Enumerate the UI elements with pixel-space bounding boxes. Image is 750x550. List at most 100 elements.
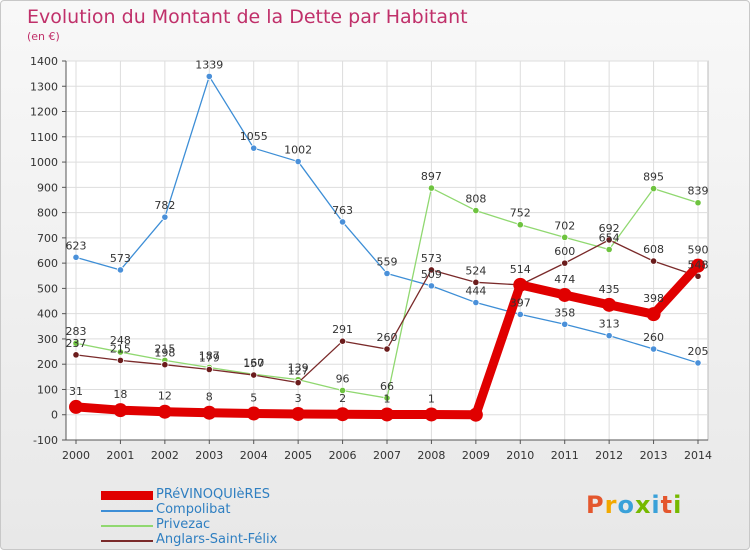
data-label-previnoquieres: 12	[158, 390, 172, 403]
data-label-anglars-saint-felix: 600	[554, 245, 575, 258]
x-tick-label: 2007	[373, 449, 401, 462]
data-label-anglars-saint-felix: 127	[288, 365, 309, 378]
data-label-anglars-saint-felix: 260	[377, 331, 398, 344]
data-point-previnoquieres	[691, 258, 705, 273]
logo-letter: P	[586, 491, 605, 519]
data-point-previnoquieres	[157, 404, 172, 419]
data-label-compolibat: 763	[332, 204, 353, 217]
legend-label-compolibat: Compolibat	[156, 502, 231, 517]
chart-unit: (en €)	[27, 30, 60, 43]
data-point-privezac	[694, 199, 702, 207]
x-tick-label: 2000	[62, 449, 90, 462]
data-label-previnoquieres: 1	[384, 392, 391, 405]
x-tick-label: 2010	[506, 449, 534, 462]
y-tick-label: -100	[33, 434, 58, 447]
data-label-compolibat: 397	[510, 296, 531, 309]
y-tick-label: 1100	[30, 131, 58, 144]
data-point-compolibat	[72, 253, 80, 261]
data-label-privezac: 654	[599, 231, 620, 244]
x-tick-label: 2001	[106, 449, 134, 462]
data-point-anglars-saint-felix	[472, 278, 480, 286]
data-label-previnoquieres: 3	[295, 392, 302, 405]
data-point-anglars-saint-felix	[116, 356, 125, 365]
data-label-compolibat: 1339	[195, 58, 223, 71]
data-label-privezac: 808	[465, 193, 486, 206]
y-tick-label: 1200	[30, 106, 58, 119]
data-label-compolibat: 509	[421, 268, 442, 281]
data-point-compolibat	[383, 269, 391, 278]
data-point-anglars-saint-felix	[72, 351, 80, 359]
logo-letter: r	[604, 491, 618, 519]
data-point-anglars-saint-felix	[338, 337, 347, 345]
data-label-previnoquieres: 398	[643, 292, 664, 305]
data-point-privezac	[561, 233, 569, 241]
data-point-compolibat	[605, 332, 613, 340]
data-point-previnoquieres	[380, 407, 394, 422]
data-label-compolibat: 444	[465, 285, 486, 298]
data-point-compolibat	[116, 266, 125, 274]
data-point-previnoquieres	[113, 403, 128, 418]
y-tick-label: 0	[51, 409, 58, 422]
x-tick-label: 2009	[462, 449, 490, 462]
data-point-privezac	[72, 339, 80, 347]
legend-swatch-anglars-saint-felix	[101, 540, 153, 542]
data-point-anglars-saint-felix	[383, 345, 391, 353]
data-label-previnoquieres: 1	[428, 392, 435, 405]
x-tick-label: 2003	[195, 449, 223, 462]
y-tick-label: 800	[37, 207, 58, 220]
y-tick-label: 1300	[30, 80, 58, 93]
data-label-privezac: 96	[336, 372, 350, 385]
data-label-compolibat: 313	[599, 318, 620, 331]
data-label-privezac: 139	[288, 362, 309, 375]
data-label-anglars-saint-felix: 291	[332, 323, 353, 336]
data-point-anglars-saint-felix	[694, 272, 702, 280]
proxiti-logo: Proxiti	[586, 491, 682, 519]
x-tick-label: 2008	[417, 449, 445, 462]
data-label-anglars-saint-felix: 179	[199, 352, 220, 365]
data-label-previnoquieres: 18	[113, 388, 127, 401]
data-label-previnoquieres: 474	[554, 273, 575, 286]
data-label-privezac: 839	[688, 185, 709, 198]
logo-letter: i	[673, 491, 683, 519]
axes: -100010020030040050060070080090010001100…	[30, 55, 712, 462]
y-tick-label: 600	[37, 257, 58, 270]
series-lines	[69, 72, 705, 422]
data-label-anglars-saint-felix: 524	[465, 264, 486, 277]
y-tick-label: 200	[37, 358, 58, 371]
data-label-previnoquieres: 8	[206, 391, 213, 404]
data-label-anglars-saint-felix: 692	[599, 222, 620, 235]
data-point-previnoquieres	[335, 407, 350, 422]
data-label-privezac: 160	[243, 356, 264, 369]
x-tick-label: 2004	[240, 449, 268, 462]
data-point-previnoquieres	[557, 287, 572, 302]
x-tick-label: 2006	[329, 449, 357, 462]
data-label-compolibat: 1002	[284, 144, 312, 157]
legend-swatch-compolibat	[101, 510, 153, 512]
x-tick-label: 2012	[595, 449, 623, 462]
data-point-compolibat	[649, 345, 658, 353]
data-label-compolibat: 782	[154, 199, 175, 212]
x-tick-label: 2011	[551, 449, 579, 462]
data-label-previnoquieres: 31	[69, 385, 83, 398]
x-tick-label: 2002	[151, 449, 179, 462]
data-point-compolibat	[294, 157, 302, 166]
y-tick-label: 1000	[30, 156, 58, 169]
data-label-compolibat: 559	[377, 255, 398, 268]
data-label-privezac: 66	[380, 380, 394, 393]
data-point-compolibat	[338, 218, 347, 226]
data-label-privezac: 283	[66, 325, 87, 338]
x-tick-label: 2014	[684, 449, 712, 462]
data-point-previnoquieres	[468, 407, 483, 422]
x-tick-label: 2005	[284, 449, 312, 462]
data-label-privezac: 702	[554, 219, 575, 232]
data-label-privezac: 215	[154, 342, 175, 355]
data-label-anglars-saint-felix: 573	[421, 252, 442, 265]
legend-swatch-privezac	[101, 525, 153, 527]
y-tick-label: 900	[37, 181, 58, 194]
data-label-compolibat: 205	[688, 345, 709, 358]
data-point-previnoquieres	[602, 297, 617, 312]
data-label-previnoquieres: 2	[339, 392, 346, 405]
data-point-previnoquieres	[202, 405, 217, 420]
data-point-compolibat	[516, 310, 524, 319]
